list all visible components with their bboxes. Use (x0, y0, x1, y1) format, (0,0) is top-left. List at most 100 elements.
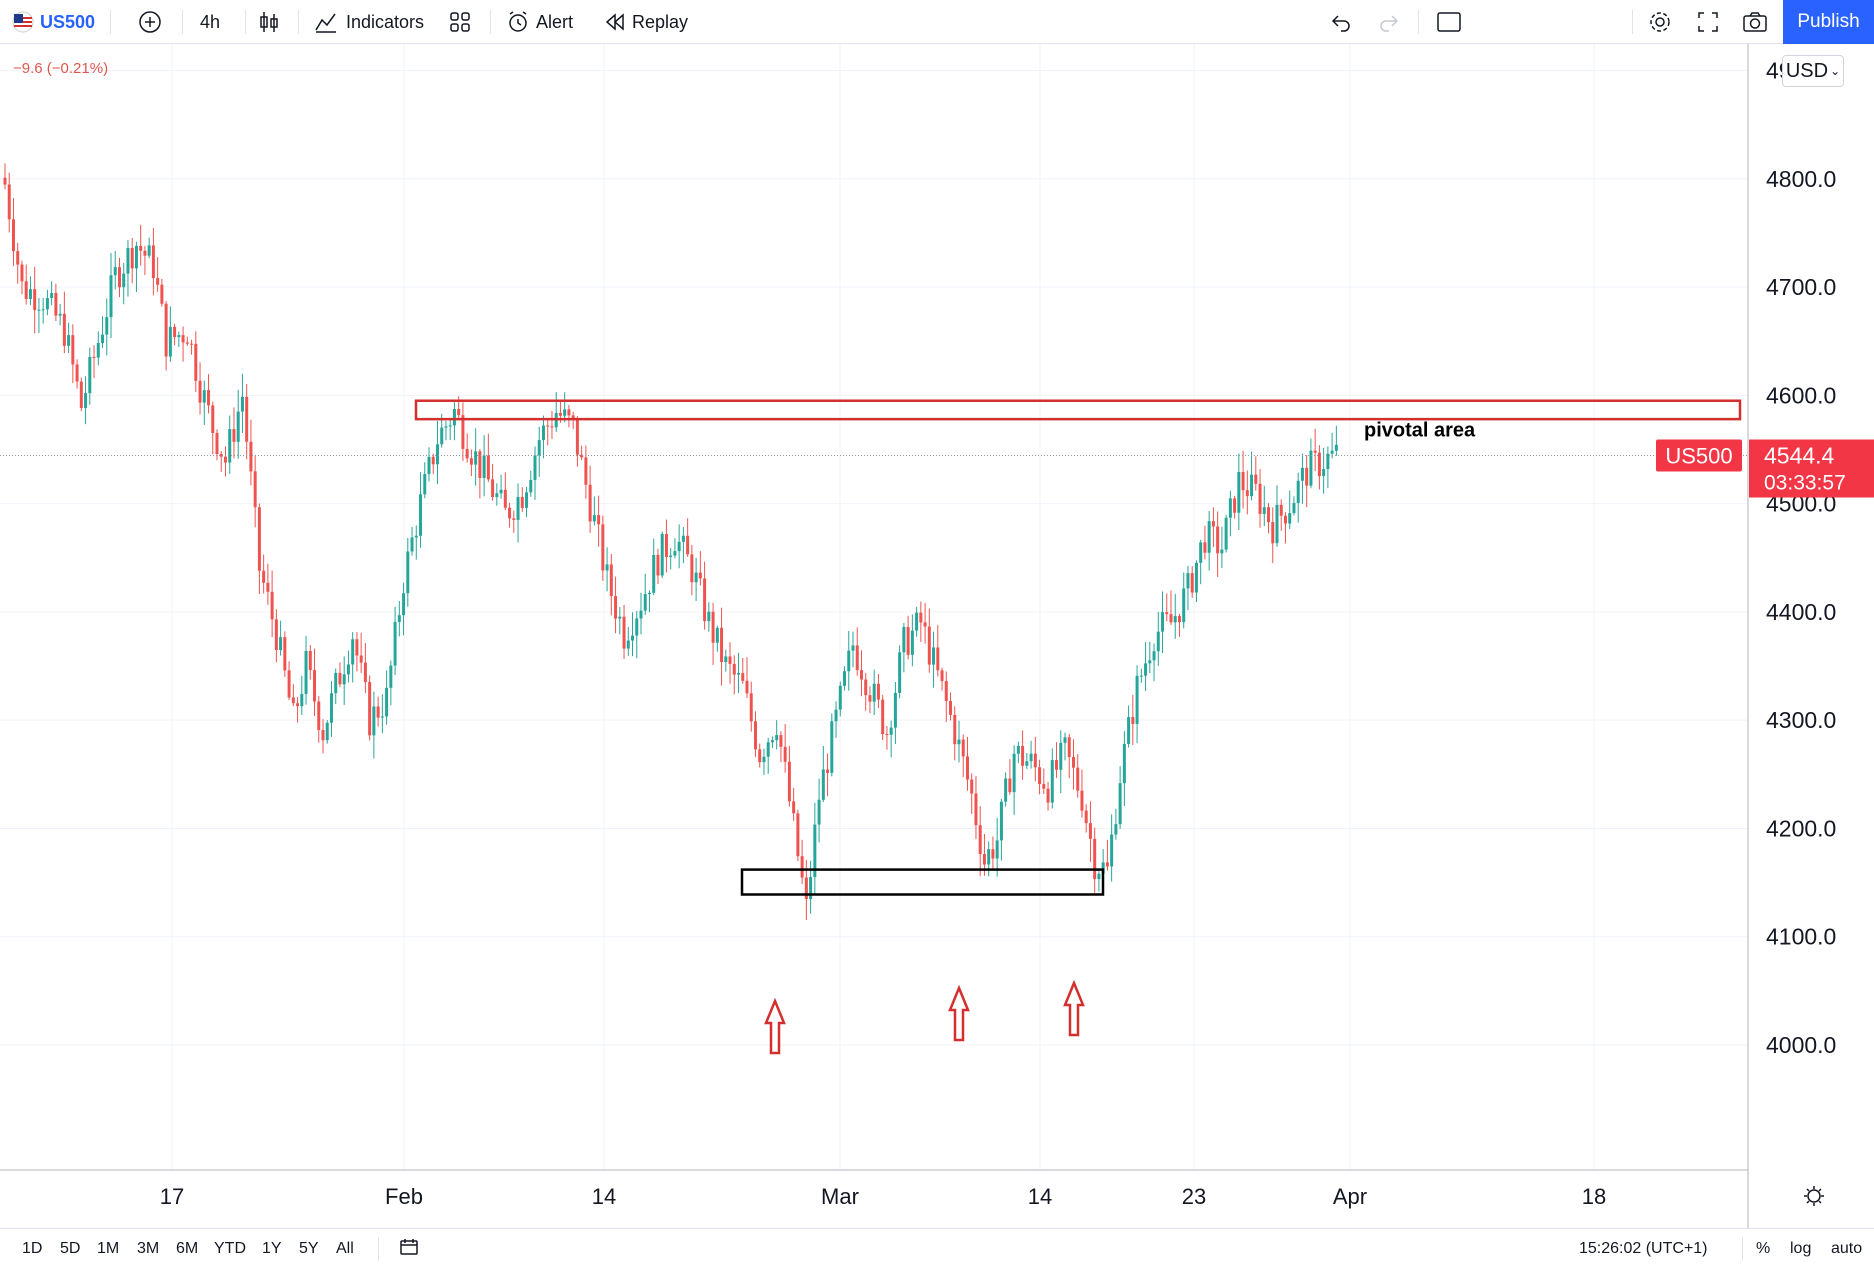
candle (1084, 804, 1088, 833)
symbol-selector[interactable]: US500 (12, 0, 95, 44)
interval-button[interactable]: 4h (200, 11, 221, 32)
candle (342, 656, 346, 705)
candle (1169, 590, 1173, 625)
candle (79, 377, 83, 412)
candle (915, 606, 919, 637)
candle (677, 524, 681, 569)
price-chart[interactable]: pivotal area 4000.0 4100.0 4200.0 4300.0 440… (0, 44, 1874, 1228)
indicators-button[interactable]: Indicators (314, 0, 424, 44)
price-tick-label: 4800.0 (1766, 166, 1836, 192)
symbol-price-tag-label: US500 (1665, 444, 1732, 469)
candle (71, 324, 75, 384)
settings-button[interactable] (1648, 0, 1672, 44)
candle (995, 817, 999, 877)
candle (503, 472, 507, 511)
price-tick-label: 4700.0 (1766, 274, 1836, 300)
candle (461, 402, 465, 462)
candle (406, 537, 410, 607)
candle (571, 411, 575, 430)
candle (1233, 495, 1237, 519)
candle (813, 802, 817, 895)
replay-button[interactable]: Replay (604, 0, 688, 44)
currency-selector[interactable]: USD ⌄ (1782, 55, 1844, 87)
chart-type-button[interactable] (258, 0, 280, 44)
candle (3, 163, 7, 190)
candle (876, 673, 880, 709)
candle (978, 806, 982, 877)
replay-label: Replay (632, 11, 689, 32)
candle (851, 631, 855, 668)
candle (940, 667, 944, 691)
auto-toggle[interactable]: auto (1831, 1240, 1863, 1257)
candle (16, 242, 20, 284)
candle (525, 486, 529, 518)
candle (143, 245, 147, 276)
fullscreen-button[interactable] (1697, 0, 1719, 44)
clock-label[interactable]: 15:26:02 (UTC+1) (1579, 1240, 1708, 1257)
candle (1080, 769, 1084, 818)
candle (609, 553, 613, 616)
layout-button[interactable] (1436, 0, 1462, 44)
alert-button[interactable]: Alert (506, 0, 573, 44)
candle (970, 773, 974, 814)
candle (1190, 566, 1194, 598)
candle (821, 746, 825, 803)
candle (859, 650, 863, 697)
candle (75, 359, 79, 389)
candle (24, 264, 28, 305)
candle (45, 289, 49, 316)
candle (334, 668, 338, 705)
candle (389, 660, 393, 706)
candle (1305, 455, 1309, 508)
candle (207, 374, 211, 414)
log-toggle[interactable]: log (1790, 1240, 1812, 1257)
add-symbol-button[interactable] (138, 0, 162, 44)
candle (1271, 507, 1275, 564)
candle (584, 445, 588, 499)
candle (1199, 539, 1203, 585)
range-button-1d[interactable]: 1D (22, 1240, 43, 1257)
range-button-5y[interactable]: 5Y (299, 1240, 319, 1257)
candle (1127, 705, 1131, 748)
candle (160, 278, 164, 307)
range-button-6m[interactable]: 6M (176, 1240, 199, 1257)
candle (1059, 730, 1063, 794)
undo-button[interactable] (1330, 0, 1352, 44)
candle (105, 298, 109, 356)
goto-date-button[interactable] (398, 1229, 420, 1269)
candle (266, 563, 270, 605)
redo-button[interactable] (1378, 0, 1400, 44)
candle (1296, 472, 1300, 523)
candle (741, 658, 745, 684)
templates-button[interactable] (448, 0, 472, 44)
candle (1313, 428, 1317, 472)
candle (329, 681, 333, 737)
range-button-all[interactable]: All (336, 1240, 354, 1257)
publish-button[interactable]: Publish (1783, 0, 1874, 44)
candle (325, 720, 329, 744)
percent-toggle[interactable]: % (1756, 1240, 1771, 1257)
candle (478, 449, 482, 499)
candle (1110, 814, 1114, 882)
time-axis[interactable]: 17 Feb 14 Mar 14 23 Apr 18 (160, 1184, 1606, 1209)
candle (758, 743, 762, 768)
candle (643, 573, 647, 615)
range-button-1y[interactable]: 1Y (262, 1240, 282, 1257)
candle (618, 607, 622, 635)
fullscreen-icon (1697, 11, 1719, 33)
indicators-label: Indicators (346, 11, 425, 32)
axis-settings-icon[interactable] (1804, 1186, 1824, 1206)
price-tick-label: 4400.0 (1766, 599, 1836, 625)
range-button-ytd[interactable]: YTD (214, 1240, 246, 1257)
candle (1228, 490, 1232, 537)
range-button-1m[interactable]: 1M (97, 1240, 120, 1257)
range-button-5d[interactable]: 5D (60, 1240, 81, 1257)
candle (1283, 512, 1287, 544)
candle (1055, 742, 1059, 778)
candle (961, 734, 965, 778)
candle (274, 609, 278, 663)
up-arrow-icon (764, 997, 786, 1055)
time-tick-label: 23 (1182, 1184, 1206, 1209)
snapshot-button[interactable] (1742, 0, 1768, 44)
range-button-3m[interactable]: 3M (137, 1240, 160, 1257)
